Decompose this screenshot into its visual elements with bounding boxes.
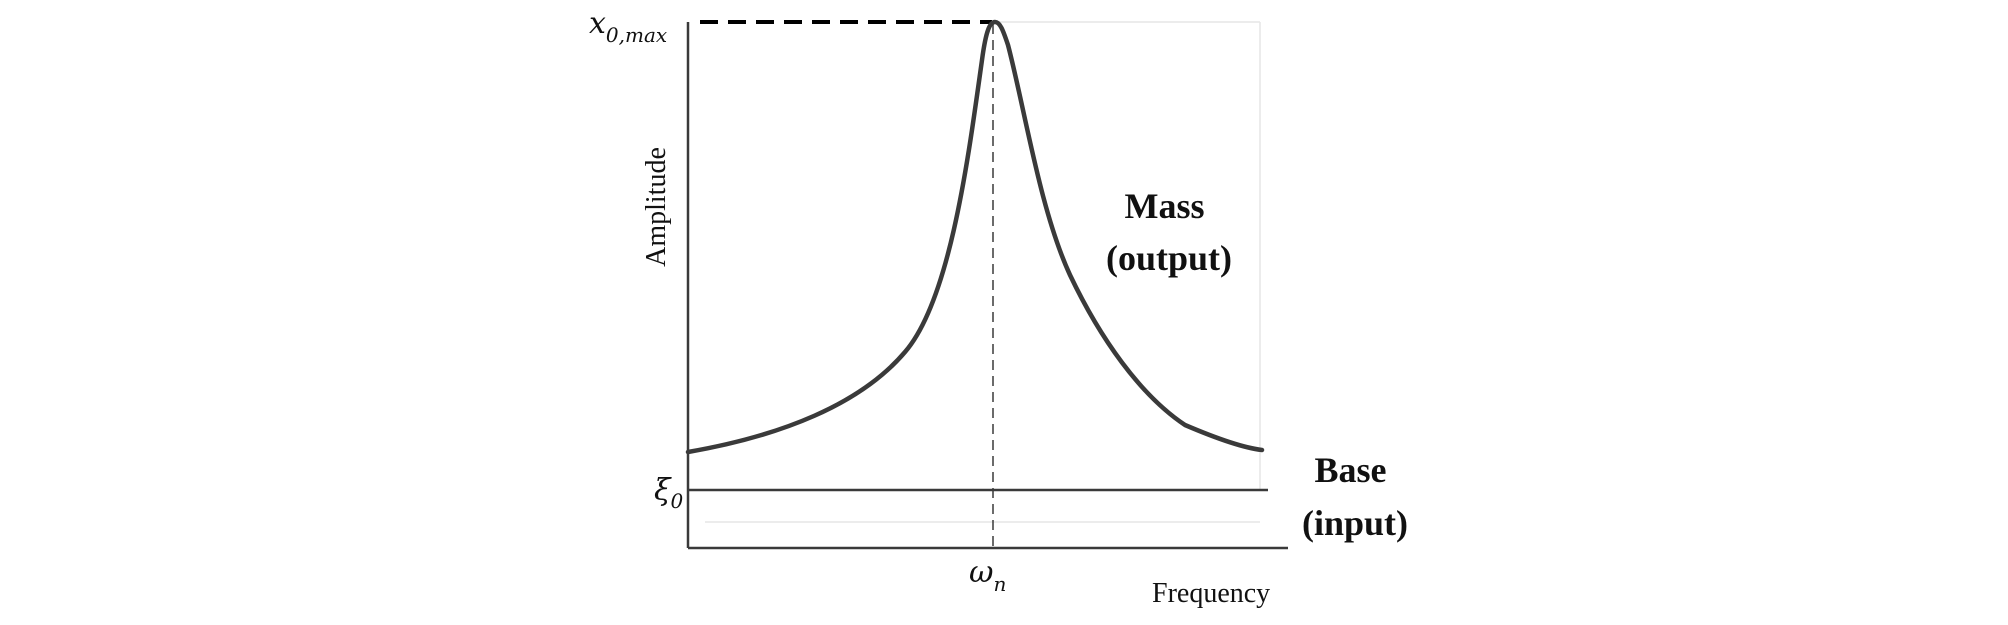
natural-frequency-label: ωn: [969, 555, 1006, 596]
mass-label-line2: (output): [1106, 238, 1232, 278]
axes: [686, 22, 1288, 550]
peak-amplitude-subscript: 0,max: [606, 23, 667, 47]
natural-frequency-symbol: ω: [969, 555, 993, 590]
mass-label-line1: Mass: [1125, 186, 1205, 226]
base-level-subscript: 0: [671, 489, 684, 513]
peak-amplitude-label: x0,max: [589, 6, 667, 47]
base-label-line1: Base: [1315, 450, 1387, 490]
peak-amplitude-symbol: x: [589, 6, 606, 41]
faint-guides: [705, 21, 1261, 523]
base-label-line2: (input): [1302, 503, 1408, 543]
base-level-label: ξ0: [654, 473, 684, 513]
x-axis-label: Frequency: [1152, 578, 1270, 609]
natural-frequency-subscript: n: [993, 572, 1006, 596]
y-axis-label: Amplitude: [641, 147, 672, 267]
mass-label: Mass (output): [1106, 186, 1232, 278]
base-label: Base (input): [1302, 450, 1408, 543]
resonance-curve: [685, 19, 1265, 455]
base-level-symbol: ξ: [654, 473, 672, 508]
